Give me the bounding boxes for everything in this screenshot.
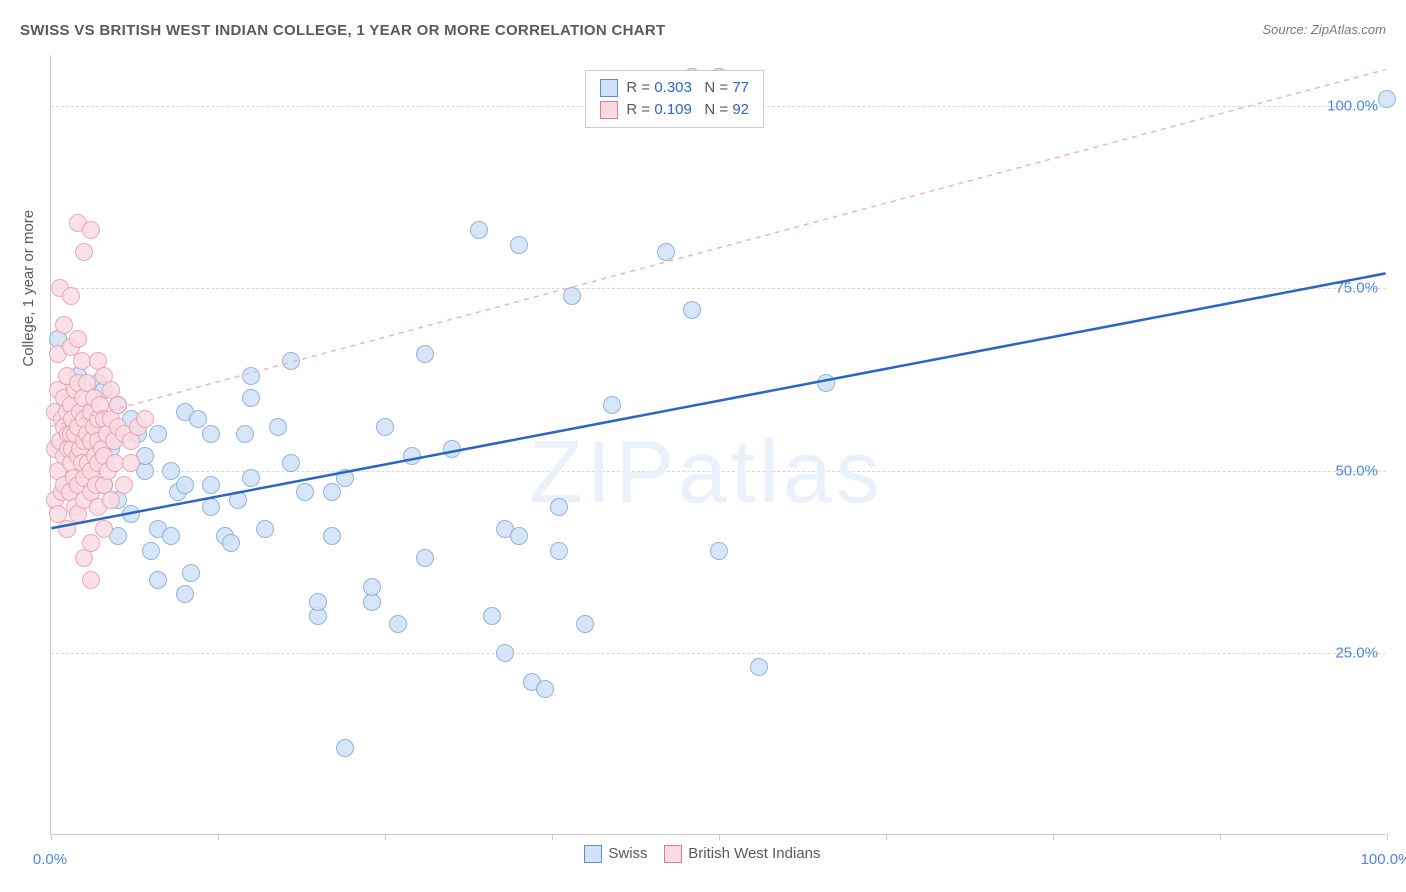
- x-tick-mark: [1220, 834, 1221, 840]
- legend-swatch: [664, 845, 682, 863]
- legend-swatch: [600, 79, 618, 97]
- legend-swatch: [584, 845, 602, 863]
- legend-n-value: 77: [732, 79, 749, 96]
- legend-r-label: R =: [626, 79, 654, 96]
- legend-swatch: [600, 101, 618, 119]
- legend-r-label: R =: [626, 101, 654, 118]
- regression-line: [51, 273, 1385, 528]
- legend-row: R = 0.303 N = 77: [600, 77, 749, 99]
- x-tick-mark: [218, 834, 219, 840]
- series-legend: Swiss British West Indians: [584, 845, 837, 863]
- chart-title: SWISS VS BRITISH WEST INDIAN COLLEGE, 1 …: [20, 22, 665, 39]
- x-tick-mark: [719, 834, 720, 840]
- x-tick-mark: [1053, 834, 1054, 840]
- x-tick-mark: [886, 834, 887, 840]
- source-attribution: Source: ZipAtlas.com: [1262, 22, 1386, 37]
- x-tick-mark: [385, 834, 386, 840]
- x-tick-mark: [1387, 834, 1388, 840]
- legend-series-label: British West Indians: [688, 845, 820, 862]
- correlation-legend: R = 0.303 N = 77R = 0.109 N = 92: [585, 70, 764, 128]
- source-prefix: Source:: [1262, 22, 1310, 37]
- legend-n-label: N =: [692, 79, 732, 96]
- legend-n-value: 92: [732, 101, 749, 118]
- legend-series-label: Swiss: [608, 845, 647, 862]
- legend-r-value: 0.303: [654, 79, 692, 96]
- source-name: ZipAtlas.com: [1311, 22, 1386, 37]
- plot-area: ZIPatlas R = 0.303 N = 77R = 0.109 N = 9…: [50, 55, 1386, 835]
- x-tick-mark: [51, 834, 52, 840]
- x-axis-min-label: 0.0%: [33, 851, 67, 868]
- legend-r-value: 0.109: [654, 101, 692, 118]
- chart-container: SWISS VS BRITISH WEST INDIAN COLLEGE, 1 …: [0, 0, 1406, 892]
- x-axis-max-label: 100.0%: [1361, 851, 1406, 868]
- regression-lines-layer: [51, 55, 1386, 834]
- legend-n-label: N =: [692, 101, 732, 118]
- y-axis-label: College, 1 year or more: [20, 210, 37, 367]
- x-tick-mark: [552, 834, 553, 840]
- legend-row: R = 0.109 N = 92: [600, 99, 749, 121]
